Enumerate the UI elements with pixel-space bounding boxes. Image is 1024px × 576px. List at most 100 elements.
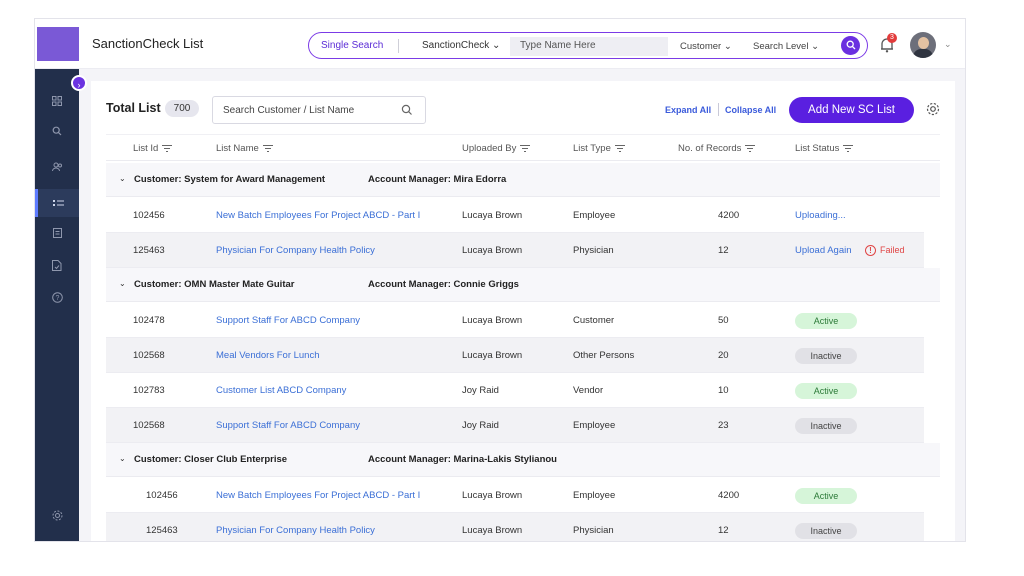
collapse-all-link[interactable]: Collapse All xyxy=(725,105,777,115)
record-count-cell: 23 xyxy=(718,420,729,431)
column-header[interactable]: List Status xyxy=(795,143,854,154)
search-level-label: Search Level xyxy=(753,41,809,52)
chevron-down-icon[interactable]: ⌄ xyxy=(119,279,126,288)
list-name-link[interactable]: Support Staff For ABCD Company xyxy=(216,315,360,326)
sidebar-toggle-button[interactable]: › xyxy=(71,75,87,91)
list-search-placeholder: Search Customer / List Name xyxy=(223,105,355,116)
customer-group-header[interactable]: ⌄ Customer: OMN Master Mate Guitar Account… xyxy=(106,268,940,302)
group-customer-name: Customer: OMN Master Mate Guitar xyxy=(134,279,295,290)
table-row[interactable]: 102568 Support Staff For ABCD Company Joy … xyxy=(106,408,924,443)
grid-icon[interactable] xyxy=(35,87,79,115)
chevron-down-icon: ⌄ xyxy=(723,41,732,52)
help-icon[interactable]: ? xyxy=(35,283,79,311)
filter-icon[interactable] xyxy=(843,144,854,152)
record-count-cell: 10 xyxy=(718,385,729,396)
top-bar: SanctionCheck List Single Search Sanctio… xyxy=(35,19,965,69)
chevron-down-icon[interactable]: ⌄ xyxy=(119,174,126,183)
search-level-dropdown[interactable]: Search Level ⌄ xyxy=(753,41,819,52)
users-icon[interactable] xyxy=(35,153,79,181)
notification-badge: 3 xyxy=(887,33,897,43)
chevron-down-icon[interactable]: ⌄ xyxy=(119,454,126,463)
failed-indicator: ! Failed xyxy=(865,245,905,256)
name-search-input[interactable]: Type Name Here xyxy=(510,37,668,56)
column-header[interactable]: List Name xyxy=(216,143,273,154)
group-customer-name: Customer: Closer Club Enterprise xyxy=(134,454,288,465)
group-account-manager: Account Manager: Connie Griggs xyxy=(368,279,519,290)
column-header[interactable]: No. of Records xyxy=(678,143,756,154)
total-count-badge: 700 xyxy=(165,100,199,117)
uploaded-by-cell: Lucaya Brown xyxy=(462,315,523,326)
status-badge: Inactive xyxy=(795,348,857,364)
table-row[interactable]: 102456 New Batch Employees For Project AB… xyxy=(106,478,924,513)
list-id-cell: 102456 xyxy=(133,210,165,221)
search-scope-label: SanctionCheck xyxy=(422,40,490,51)
expand-all-link[interactable]: Expand All xyxy=(665,105,712,115)
list-id-cell: 125463 xyxy=(133,245,165,256)
list-type-cell: Employee xyxy=(573,490,616,501)
upload-again-link[interactable]: Upload Again xyxy=(795,245,852,256)
customer-dropdown[interactable]: Customer ⌄ xyxy=(680,41,732,52)
filter-icon[interactable] xyxy=(520,144,531,152)
filter-icon[interactable] xyxy=(162,144,173,152)
record-count-cell: 4200 xyxy=(718,210,740,221)
chevron-down-icon[interactable]: ⌄ xyxy=(944,39,952,49)
column-header-label: List Name xyxy=(216,143,259,154)
uploading-status: Uploading... xyxy=(795,210,846,221)
list-icon[interactable] xyxy=(35,189,79,217)
table-row[interactable]: 102456 New Batch Employees For Project AB… xyxy=(106,198,924,233)
add-new-sc-list-button[interactable]: Add New SC List xyxy=(789,97,914,123)
uploaded-by-cell: Lucaya Brown xyxy=(462,490,523,501)
list-type-cell: Customer xyxy=(573,315,615,326)
column-header[interactable]: List Id xyxy=(133,143,173,154)
settings-icon[interactable] xyxy=(35,501,79,529)
chevron-down-icon: ⌄ xyxy=(811,41,820,52)
status-badge: Inactive xyxy=(795,418,857,434)
group-account-manager: Account Manager: Marina-Lakis Stylianou xyxy=(368,454,557,465)
avatar[interactable] xyxy=(910,32,936,58)
list-name-link[interactable]: Support Staff For ABCD Company xyxy=(216,420,360,431)
brand-logo[interactable] xyxy=(37,27,79,61)
list-name-link[interactable]: Meal Vendors For Lunch xyxy=(216,350,320,361)
filter-icon[interactable] xyxy=(614,144,625,152)
table-row[interactable]: 102783 Customer List ABCD Company Joy Raid… xyxy=(106,373,924,408)
search-scope-dropdown[interactable]: SanctionCheck ⌄ xyxy=(422,40,500,51)
column-header-label: Uploaded By xyxy=(462,143,517,154)
list-name-link[interactable]: New Batch Employees For Project ABCD - P… xyxy=(216,210,421,221)
search-mode-tab[interactable]: Single Search xyxy=(321,40,384,51)
column-header[interactable]: Uploaded By xyxy=(462,143,531,154)
list-name-link[interactable]: Physician For Company Health Policy xyxy=(216,525,375,536)
failed-label: Failed xyxy=(880,245,905,255)
column-header-label: List Id xyxy=(133,143,159,154)
table-row[interactable]: 125463 Physician For Company Health Polic… xyxy=(106,513,924,541)
filter-icon[interactable] xyxy=(262,144,273,152)
status-badge: Inactive xyxy=(795,523,857,539)
list-search-input[interactable]: Search Customer / List Name xyxy=(212,96,426,124)
list-id-cell: 102478 xyxy=(133,315,165,326)
list-name-link[interactable]: Customer List ABCD Company xyxy=(216,385,347,396)
uploaded-by-cell: Lucaya Brown xyxy=(462,210,523,221)
divider xyxy=(398,39,399,53)
list-name-link[interactable]: New Batch Employees For Project ABCD - P… xyxy=(216,490,421,501)
search-icon[interactable] xyxy=(35,117,79,145)
column-header[interactable]: List Type xyxy=(573,143,625,154)
column-header-label: List Status xyxy=(795,143,840,154)
column-header-label: List Type xyxy=(573,143,611,154)
customer-group-header[interactable]: ⌄ Customer: Closer Club Enterprise Account… xyxy=(106,443,940,477)
table-header: List Id List Name Uploaded By List Type No. … xyxy=(106,134,940,161)
table-row[interactable]: 102568 Meal Vendors For Lunch Lucaya Brown… xyxy=(106,338,924,373)
settings-icon[interactable] xyxy=(926,102,940,116)
filter-icon[interactable] xyxy=(745,144,756,152)
search-button[interactable] xyxy=(841,36,860,55)
list-title: Total List xyxy=(106,101,161,115)
record-count-cell: 12 xyxy=(718,525,729,536)
customer-group-header[interactable]: ⌄ Customer: System for Award Management Ac… xyxy=(106,163,940,197)
list-id-cell: 102568 xyxy=(133,350,165,361)
table-row[interactable]: 102478 Support Staff For ABCD Company Luca… xyxy=(106,303,924,338)
list-id-cell: 102568 xyxy=(133,420,165,431)
group-customer-name: Customer: System for Award Management xyxy=(134,174,326,185)
document-icon[interactable] xyxy=(35,219,79,247)
list-id-cell: 125463 xyxy=(146,525,178,536)
file-check-icon[interactable] xyxy=(35,251,79,279)
list-name-link[interactable]: Physician For Company Health Policy xyxy=(216,245,375,256)
table-row[interactable]: 125463 Physician For Company Health Polic… xyxy=(106,233,924,268)
